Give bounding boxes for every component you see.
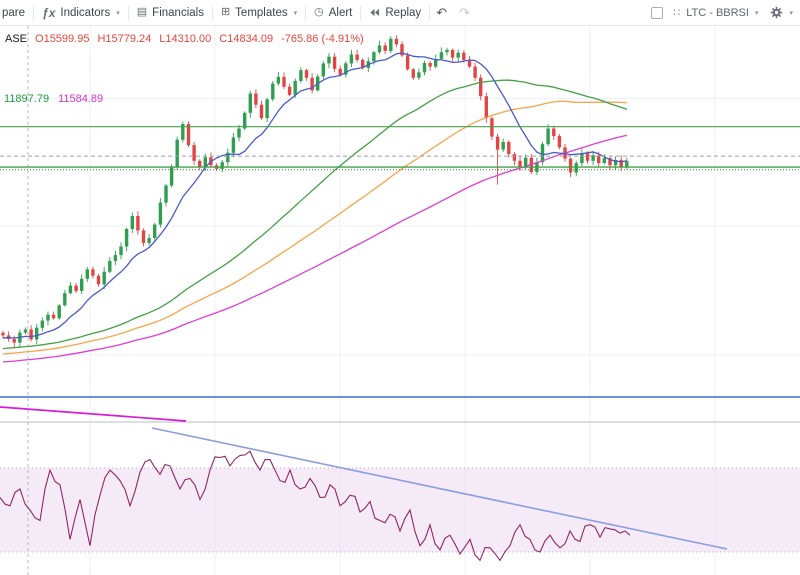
legend-change-value: -765.86 (-4.91%) [281,33,364,45]
financials-icon: ▤ [136,6,148,18]
legend-low-value: L14310.00 [159,33,212,45]
financials-button[interactable]: ▤ Financials [129,0,212,25]
redo-icon: ↷ [459,4,470,20]
magenta-line-segment [0,406,187,422]
gear-icon [770,6,783,19]
toolbar-divider [305,5,307,20]
financials-button-label: Financials [152,6,204,19]
toolbar-divider [33,5,35,20]
templates-icon: ⊞ [220,6,231,18]
indicators-button-label: Indicators [60,6,111,19]
compare-button-label: pare [2,6,26,19]
rsi-line [0,450,631,562]
toolbar-divider [127,5,129,20]
candles [1,35,629,348]
chevron-down-icon: ▾ [754,9,759,17]
symbol-indicator-label: LTC - BBRSI [686,6,749,19]
ma-blue [2,52,627,339]
toolbar-divider [360,5,362,20]
templates-button-label: Templates [235,6,288,19]
redo-button[interactable]: ↷ [453,0,476,25]
toolbar-divider [211,5,213,20]
rsi-band [0,467,800,553]
ma-green [2,79,628,350]
legend-open-value: O15599.95 [35,33,90,45]
replay-button[interactable]: Replay [361,0,429,25]
legend-high-value: H15779.24 [97,33,152,45]
indicator-values-row: 11897.79 11584.89 [4,93,103,105]
rsi-plot [0,450,631,562]
toolbar-divider [429,5,431,20]
toolbar-right-cluster: ∷ LTC - BBRSI ▾ ▾ [651,6,800,19]
undo-icon: ↶ [436,4,448,20]
replay-button-label: Replay [385,6,422,19]
ma-magenta [2,134,627,363]
indicators-fx-icon: ƒx [42,5,56,20]
top-toolbar: pare ƒx Indicators ▾ ▤ Financials ⊞ Temp… [0,0,800,26]
indicator-green-value: 11897.79 [4,93,50,105]
indicator-magenta-value: 11584.89 [58,93,104,105]
layout-square-icon[interactable] [651,6,664,19]
alert-button[interactable]: ◷ Alert [306,0,360,25]
legend-close-value: C14834.09 [219,33,274,45]
descending-trendline [151,427,728,550]
indicators-button[interactable]: ƒx Indicators ▾ [34,0,128,25]
replay-icon [369,7,380,18]
chevron-down-icon: ▾ [789,9,793,17]
compare-button[interactable]: pare [0,0,33,25]
chevron-down-icon: ▾ [293,9,298,17]
grid-dots-icon: ∷ [673,7,682,19]
annotations [0,396,800,550]
undo-button[interactable]: ↶ [430,0,453,25]
price-levels [0,126,800,171]
gridlines [0,26,800,575]
settings-button[interactable]: ▾ [768,6,795,19]
symbol-legend-row[interactable]: ASE O15599.95 H15779.24 L14310.00 C14834… [5,33,364,45]
chevron-down-icon: ▾ [116,9,120,17]
ma-orange [2,100,627,355]
alert-clock-icon: ◷ [314,6,324,18]
templates-button[interactable]: ⊞ Templates ▾ [213,0,305,25]
alert-button-label: Alert [328,6,353,19]
symbol-indicator-selector[interactable]: ∷ LTC - BBRSI ▾ [670,6,761,20]
symbol-name-fragment: ASE [5,33,28,45]
